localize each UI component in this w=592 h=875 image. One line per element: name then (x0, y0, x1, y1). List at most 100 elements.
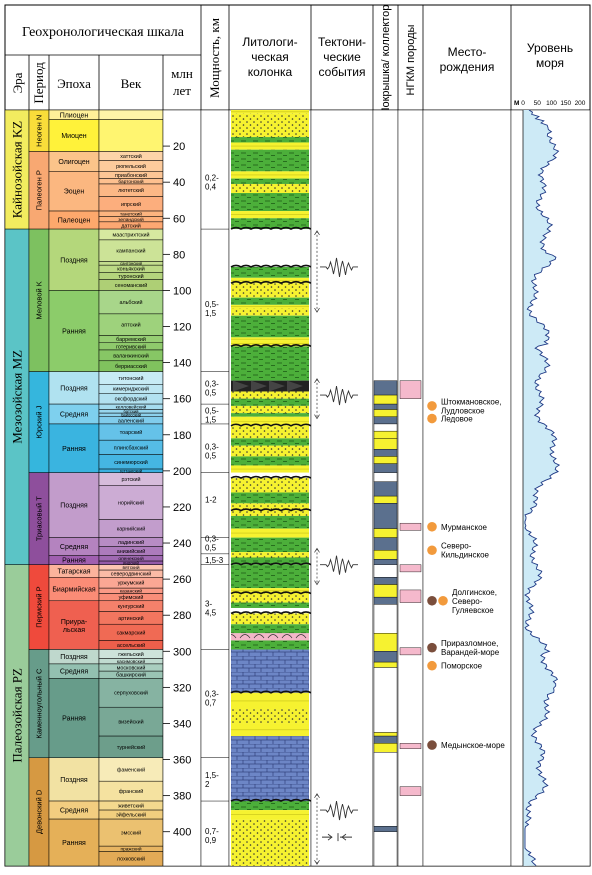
age-label: ааленский (118, 417, 144, 424)
field-dot-icon (427, 413, 437, 424)
header-thickness: Мощность, км (207, 18, 222, 98)
age-label: карнийский (117, 526, 146, 533)
sea-tick-label: 0 (521, 100, 525, 107)
field-dot-icon (438, 595, 448, 606)
field-dot-icon (427, 545, 437, 556)
age-label: анизийский (117, 548, 146, 555)
time-tick-label: 300 (173, 646, 191, 658)
age-label: кимериджский (113, 386, 149, 393)
seal-layer (373, 416, 398, 425)
age-label: туронский (118, 273, 143, 280)
field-label-line: Мурманское (441, 523, 488, 532)
sea-level-area (523, 110, 560, 866)
header-mln-2: лет (173, 83, 191, 98)
age-label: байосский (121, 412, 142, 417)
unconformity-wave (230, 226, 312, 231)
age-label: касимовский (117, 658, 146, 665)
epoch-band (48, 423, 100, 473)
seal-layer (373, 604, 398, 634)
lithology-layer (231, 192, 309, 212)
thickness-label-line: 2 (205, 780, 210, 789)
epoch-band (48, 472, 100, 538)
age-label: эмсский (121, 830, 141, 837)
seal-layer (373, 456, 398, 464)
lithology-layer (231, 492, 309, 504)
thickness-label-line: 1,5 (205, 415, 217, 424)
lithology-layer (231, 819, 309, 866)
age-label: норийский (118, 499, 144, 506)
era-label: Кайнозойская KZ (10, 121, 25, 218)
period-label: Меловой K (35, 281, 44, 319)
arrow-down-icon (314, 580, 320, 586)
time-tick-label: 340 (173, 718, 191, 730)
field-dot-icon (427, 642, 437, 653)
age-label: пражский (121, 846, 142, 853)
unconformity-wave (230, 611, 312, 615)
thickness-label-line: 0,3- (205, 690, 219, 699)
age-label: лохковский (117, 856, 145, 863)
seal-layer (373, 661, 398, 668)
age-label: фаменский (117, 766, 145, 773)
lithology-layer (231, 515, 309, 529)
age-label: визейский (118, 719, 143, 726)
lithology-layer (231, 413, 309, 417)
age-label: альбский (119, 299, 142, 306)
epoch-label: Ранняя (62, 446, 86, 453)
age-label: гжельский (118, 651, 143, 658)
seal-layer (373, 481, 398, 497)
thickness-label-line: 3- (205, 599, 212, 608)
time-tick-label: 100 (173, 285, 191, 297)
seal-layer (373, 735, 398, 744)
field-label: Медынское-море (441, 741, 505, 750)
seal-layer (373, 528, 398, 538)
thickness-label-line: 1,5-3 (205, 556, 224, 565)
sea-tick-label: 200 (575, 100, 586, 107)
thickness-column (200, 109, 230, 867)
age-label: сакмарский (117, 629, 146, 636)
field-label-line: Штокмановское, (441, 397, 502, 406)
age-label: живетский (118, 803, 144, 810)
time-tick-label: 160 (173, 394, 191, 406)
header-tectonic-line: ческие (323, 50, 361, 64)
seal-layer (373, 438, 398, 450)
epoch-label: Ранняя (62, 840, 86, 847)
lithology-layer (231, 613, 309, 625)
age-label: валанжинский (113, 352, 149, 359)
era-label: Палеозойская PZ (10, 668, 25, 763)
time-tick-label: 280 (173, 610, 191, 622)
unconformity-wave (230, 591, 312, 595)
seal-layer (373, 633, 398, 652)
epoch-label: Поздняя (60, 385, 88, 392)
epoch-band (48, 678, 100, 758)
field-label-line: Лудловское (441, 406, 485, 415)
seal-layer (373, 564, 398, 578)
header-lithology-line: колонка (248, 65, 293, 79)
age-label: датский (121, 222, 141, 229)
age-label: готеривский (116, 343, 146, 350)
age-label: лютетский (118, 187, 144, 194)
lithology-triangle (269, 380, 285, 392)
seal-layer (373, 732, 398, 737)
fault-arrow-icon (327, 833, 347, 841)
age-label: оленекский (118, 555, 144, 562)
seal-layer (373, 596, 398, 605)
header-fields: Место-рождения (440, 45, 495, 74)
geo-scale-title: Геохронологическая шкала (22, 25, 185, 40)
lithology-layer (231, 266, 309, 278)
age-label: коньякский (117, 266, 145, 273)
arrow-up-icon (314, 793, 320, 799)
epoch-label: льская (63, 627, 85, 634)
field-label: Приразломное,Варандей-море (441, 639, 500, 657)
age-label: приабонский (115, 172, 147, 179)
thickness-label: 0,2-0,4 (205, 174, 219, 192)
epoch-band (48, 290, 100, 372)
age-band (98, 109, 164, 120)
lithology-layer (231, 478, 309, 493)
ngkm-layer (399, 589, 422, 603)
time-tick-label: 360 (173, 755, 191, 767)
seal-layer (373, 472, 398, 482)
time-tick-label: 380 (173, 791, 191, 803)
seal-layer (373, 423, 398, 432)
field-label: Поморское (441, 662, 483, 671)
age-label: ассельский (117, 642, 145, 649)
